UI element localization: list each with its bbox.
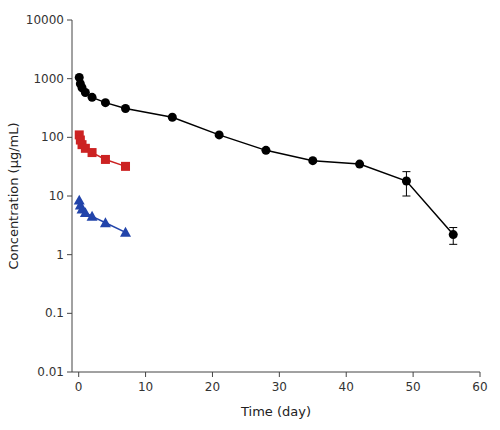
x-tick [78, 372, 79, 377]
y-tick-label: 10000 [26, 13, 64, 27]
plot-area [74, 73, 458, 244]
data-point [215, 130, 224, 139]
error-bar [449, 228, 457, 245]
data-point [100, 217, 111, 227]
data-point [88, 93, 97, 102]
data-point [308, 156, 317, 165]
y-tick-label: 100 [41, 130, 64, 144]
y-tick-label: 1000 [33, 72, 64, 86]
data-point [402, 177, 411, 186]
x-axis-line [72, 372, 480, 373]
y-tick [67, 313, 72, 314]
series-line [79, 200, 125, 232]
data-point [168, 113, 177, 122]
data-point [355, 160, 364, 169]
x-tick-label: 0 [75, 380, 83, 394]
y-tick-label: 0.01 [37, 365, 64, 379]
x-axis-label: Time (day) [240, 404, 311, 419]
data-point [120, 227, 131, 237]
y-tick [67, 20, 72, 21]
data-point [449, 230, 458, 239]
y-tick-label: 10 [49, 189, 64, 203]
data-point [88, 148, 97, 157]
y-tick-label: 1 [56, 248, 64, 262]
data-point [121, 162, 130, 171]
x-tick [480, 372, 481, 377]
y-tick [67, 372, 72, 373]
series [75, 130, 130, 170]
y-tick [67, 78, 72, 79]
x-tick [212, 372, 213, 377]
x-tick-label: 10 [138, 380, 153, 394]
data-point [101, 98, 110, 107]
chart: 0 10 20 30 40 50 60 0.01 0.1 1 10 100 1000 10000 Time … [0, 0, 500, 430]
data-point [101, 155, 110, 164]
series [74, 195, 131, 237]
y-tick [67, 137, 72, 138]
x-tick-label: 60 [472, 380, 487, 394]
data-point [80, 207, 91, 217]
y-axis-label: Concentration (μg/mL) [6, 122, 21, 269]
series [75, 73, 458, 244]
data-point [121, 104, 130, 113]
y-tick [67, 196, 72, 197]
y-tick-label: 0.1 [45, 306, 64, 320]
x-tick-label: 40 [339, 380, 354, 394]
data-point [261, 146, 270, 155]
x-tick-label: 30 [272, 380, 287, 394]
series-line [79, 135, 125, 166]
x-tick [145, 372, 146, 377]
y-tick [67, 254, 72, 255]
x-tick [413, 372, 414, 377]
data-point [87, 211, 98, 221]
x-tick-label: 50 [405, 380, 420, 394]
x-tick [346, 372, 347, 377]
x-tick [279, 372, 280, 377]
x-tick-label: 20 [205, 380, 220, 394]
error-bar [402, 172, 410, 196]
series-line [79, 77, 453, 234]
